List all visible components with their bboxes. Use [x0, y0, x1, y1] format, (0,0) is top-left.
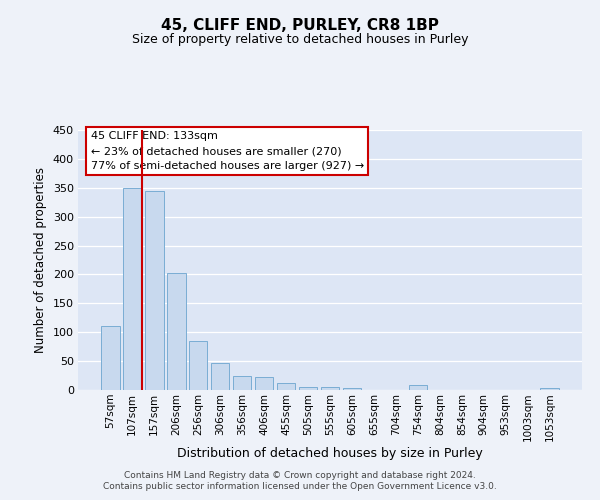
Bar — [233, 376, 251, 390]
Bar — [343, 388, 361, 390]
X-axis label: Distribution of detached houses by size in Purley: Distribution of detached houses by size … — [177, 447, 483, 460]
Text: Contains public sector information licensed under the Open Government Licence v3: Contains public sector information licen… — [103, 482, 497, 491]
Bar — [541, 388, 559, 390]
Bar — [123, 188, 142, 390]
Y-axis label: Number of detached properties: Number of detached properties — [34, 167, 47, 353]
Bar — [255, 378, 274, 390]
Bar — [299, 387, 317, 390]
Text: 45, CLIFF END, PURLEY, CR8 1BP: 45, CLIFF END, PURLEY, CR8 1BP — [161, 18, 439, 32]
Text: Size of property relative to detached houses in Purley: Size of property relative to detached ho… — [132, 32, 468, 46]
Text: 45 CLIFF END: 133sqm
← 23% of detached houses are smaller (270)
77% of semi-deta: 45 CLIFF END: 133sqm ← 23% of detached h… — [91, 132, 364, 171]
Bar — [189, 341, 208, 390]
Bar — [409, 386, 427, 390]
Bar — [211, 363, 229, 390]
Bar — [167, 272, 185, 390]
Bar — [101, 326, 119, 390]
Bar — [277, 383, 295, 390]
Text: Contains HM Land Registry data © Crown copyright and database right 2024.: Contains HM Land Registry data © Crown c… — [124, 471, 476, 480]
Bar — [320, 387, 340, 390]
Bar — [145, 190, 164, 390]
